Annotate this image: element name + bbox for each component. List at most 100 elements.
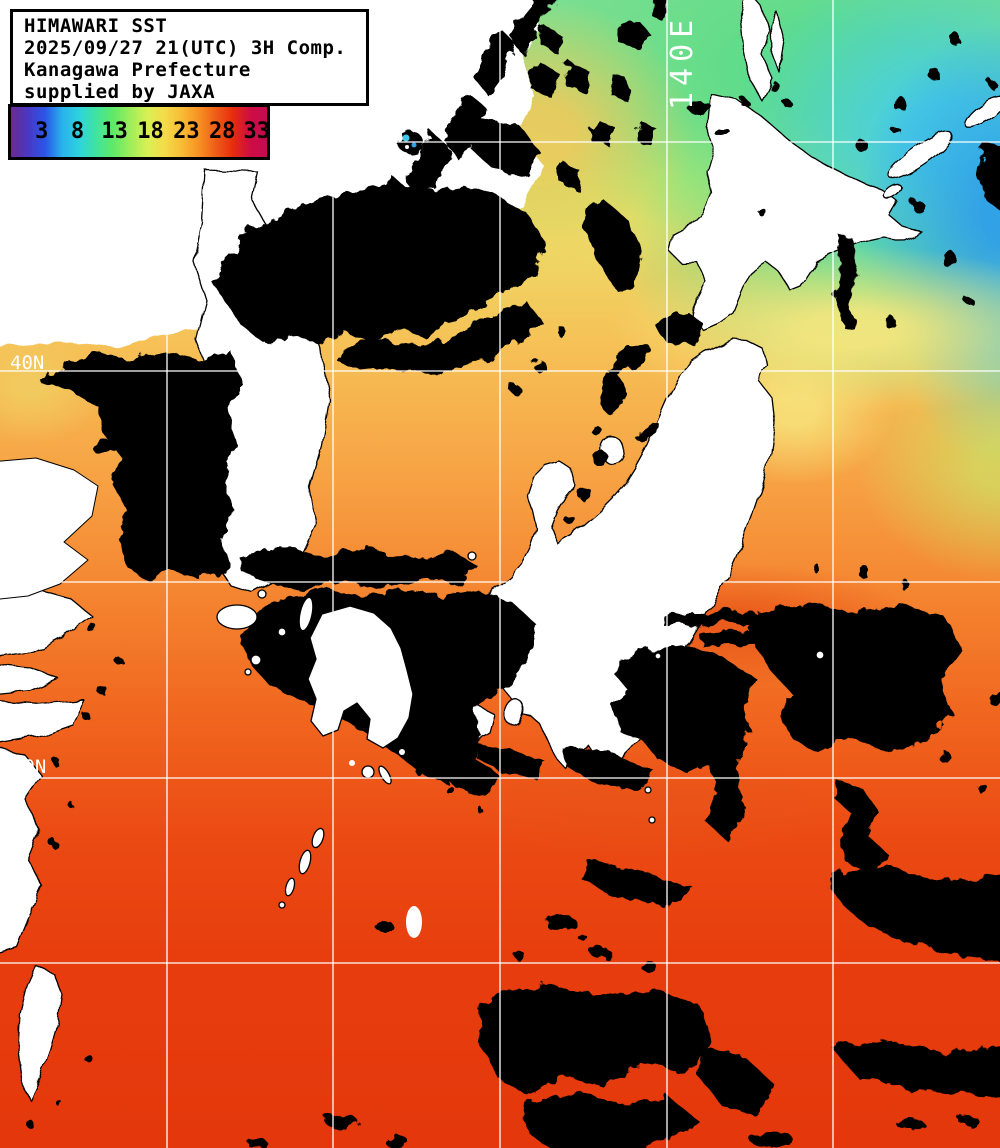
- cloud-mass-nechina: [212, 184, 545, 344]
- cloud-dot: [988, 690, 1000, 706]
- cloud-blob: [122, 442, 178, 468]
- cloud-blob: [530, 60, 560, 98]
- cloud-blob: [714, 127, 730, 137]
- land-islet: [257, 589, 267, 599]
- land-islet: [644, 786, 652, 794]
- cloud-blob: [636, 120, 656, 146]
- cloud-dot: [515, 951, 525, 961]
- cloud-dot: [565, 515, 575, 525]
- land-islet: [378, 765, 392, 785]
- cloud-dot: [782, 98, 790, 106]
- land-china-coast-2: [0, 664, 59, 694]
- cloud-dot: [555, 325, 565, 335]
- cloud-dot: [893, 97, 907, 111]
- cloud-dot: [511, 385, 521, 395]
- cloud-blob: [562, 62, 590, 94]
- cloud-dot: [901, 581, 911, 591]
- land-over-clouds: [0, 457, 825, 938]
- cloud-blob: [538, 26, 560, 52]
- cloud-mass-bottom: [524, 1092, 700, 1148]
- cloud-dot: [534, 360, 546, 372]
- cold-anomaly-speck: [402, 134, 417, 149]
- cloud-blob: [375, 920, 393, 932]
- cloud-blob: [470, 120, 540, 176]
- lat-label-30n: 30N: [12, 756, 46, 778]
- nodata-white-patch: [406, 906, 422, 938]
- colorbar-tick: 18: [137, 119, 164, 144]
- timestamp: 2025/09/27 21(UTC) 3H Comp.: [24, 37, 347, 59]
- land-jeju: [216, 604, 258, 630]
- cloud-mass-bottom: [478, 984, 712, 1096]
- cloud-blob: [978, 142, 1000, 211]
- cloud-blob: [635, 422, 661, 442]
- colorbar-tick: 3: [35, 119, 49, 144]
- land-shikotan: [883, 184, 903, 200]
- cloud-dot: [69, 803, 75, 809]
- cloud-dot: [856, 140, 868, 152]
- credit: supplied by JAXA: [24, 81, 216, 103]
- land-china-coast-4: [0, 746, 43, 952]
- cloud-dot: [892, 126, 900, 134]
- land-iturup: [964, 96, 1000, 128]
- cloud-dot: [24, 1118, 32, 1126]
- cloud-dot: [884, 316, 896, 328]
- cloud-streak: [474, 744, 548, 778]
- land-islet: [250, 654, 262, 666]
- cloud-dot: [950, 34, 962, 46]
- title-box: HIMAWARI SST 2025/09/27 21(UTC) 3H Comp.…: [10, 9, 369, 106]
- cloud-dot: [54, 760, 62, 768]
- land-islet: [311, 827, 325, 849]
- cloud-dot: [424, 680, 432, 688]
- cloud-blob: [610, 74, 630, 100]
- cloud-dot: [581, 936, 589, 944]
- land-islet: [349, 760, 355, 766]
- temperature-colorbar: 3 8 13 18 23 28 33: [8, 104, 270, 160]
- cloud-streak: [508, 0, 554, 52]
- land-islet: [298, 849, 312, 875]
- land-islet: [815, 650, 825, 660]
- land-tsushima: [298, 596, 314, 632]
- cloud-mass-se: [830, 866, 1000, 961]
- cloud-column: [700, 696, 750, 840]
- cloud-dot: [84, 1054, 92, 1062]
- cloud-blob: [588, 118, 614, 148]
- cloud-blob: [750, 1132, 794, 1148]
- cloud-blob: [248, 1139, 268, 1148]
- cloud-dot: [938, 750, 950, 762]
- cloud-dot: [740, 98, 748, 106]
- cloud-dot: [416, 768, 424, 776]
- cloud-blob: [896, 1118, 924, 1130]
- cloud-dot: [446, 786, 454, 794]
- land-kyushu: [307, 605, 414, 749]
- land-shandong: [0, 457, 99, 600]
- cloud-dot: [591, 425, 601, 435]
- cloud-blob: [618, 22, 652, 48]
- cloud-dot: [99, 687, 109, 697]
- cloud-blob: [642, 963, 658, 973]
- cloud-blob: [430, 742, 498, 796]
- colorbar-tick: 28: [208, 119, 236, 144]
- cloud-dot: [87, 623, 97, 633]
- cloud-dot: [756, 206, 764, 214]
- cloud-dot: [856, 564, 868, 576]
- cloud-blob: [93, 440, 117, 456]
- land-taiwan: [17, 965, 63, 1101]
- land-islet: [654, 652, 662, 660]
- cloud-dot: [477, 807, 483, 813]
- cloud-mass-nechina-ext: [338, 302, 542, 374]
- land-islet: [284, 877, 296, 897]
- cloud-blob: [326, 1114, 358, 1130]
- cloud-streak: [560, 746, 656, 792]
- land-sakhalin: [740, 0, 774, 102]
- cloud-dot: [812, 564, 820, 572]
- cloud-blob: [384, 1135, 408, 1147]
- cloud-blob: [698, 1046, 776, 1116]
- cloud-streak: [444, 92, 486, 160]
- cloud-blob: [601, 374, 623, 414]
- cloud-dot: [458, 688, 466, 696]
- cloud-dot: [979, 785, 989, 795]
